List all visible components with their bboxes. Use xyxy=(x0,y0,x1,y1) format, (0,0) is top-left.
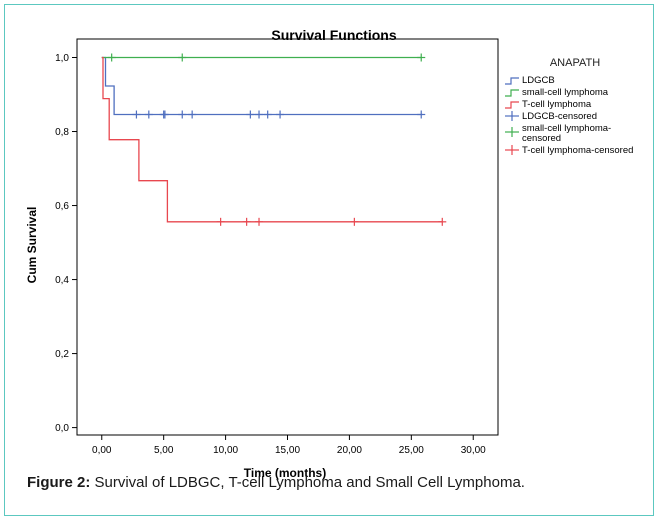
censor-mark xyxy=(144,110,153,119)
censor-mark xyxy=(178,110,187,119)
censor-mark xyxy=(246,110,255,119)
x-axis: 0,00 5,00 10,00 15,00 20,00 25,00 30,00 xyxy=(92,435,486,456)
censor-mark xyxy=(276,110,285,119)
censor-group xyxy=(107,53,447,226)
figure-caption: Figure 2: Survival of LDBGC, T-cell Lymp… xyxy=(27,474,657,491)
plot-area xyxy=(76,38,499,436)
x-tick-label: 0,00 xyxy=(92,445,112,456)
censor-mark xyxy=(255,110,264,119)
caption-label: Figure 2: xyxy=(27,474,91,491)
censor-mark xyxy=(178,53,187,62)
censor-mark xyxy=(216,217,225,226)
censor-mark xyxy=(417,53,426,62)
legend-item: small-cell lymphoma xyxy=(505,87,609,98)
legend-label: T-cell lymphoma xyxy=(522,99,592,110)
caption-text: Survival of LDBGC, T-cell Lymphoma and S… xyxy=(90,474,525,491)
x-tick-label: 30,00 xyxy=(461,445,486,456)
censor-mark xyxy=(132,110,141,119)
legend-label: small-cell lymphoma xyxy=(522,87,609,98)
censor-mark xyxy=(188,110,197,119)
legend-label: LDGCB-censored xyxy=(522,111,597,122)
series-line xyxy=(101,56,443,223)
censor-mark xyxy=(242,217,251,226)
y-tick-label: 0,8 xyxy=(55,127,69,138)
censor-mark xyxy=(438,217,447,226)
legend-label: small-cell lymphoma-censored xyxy=(522,123,611,144)
legend-line-swatch xyxy=(505,101,519,109)
x-tick-label: 10,00 xyxy=(213,445,238,456)
x-tick-label: 5,00 xyxy=(154,445,174,456)
x-tick-label: 15,00 xyxy=(275,445,300,456)
legend-item: LDGCB-censored xyxy=(505,111,597,122)
y-tick-label: 0,2 xyxy=(55,349,69,360)
legend-label: LDGCB xyxy=(522,75,555,86)
y-tick-label: 0,0 xyxy=(55,423,69,434)
legend-line-swatch xyxy=(505,89,519,97)
x-axis-label: Time (months) xyxy=(244,466,326,480)
chart-title: Survival Functions xyxy=(271,27,396,43)
legend-line-swatch xyxy=(505,77,519,85)
x-tick-label: 25,00 xyxy=(399,445,424,456)
legend-item: LDGCB xyxy=(505,75,555,86)
y-tick-label: 0,4 xyxy=(55,275,69,286)
legend-item: T-cell lymphoma xyxy=(505,99,592,110)
y-axis: 0,0 0,2 0,4 0,6 0,8 1,0 xyxy=(55,53,77,434)
legend-label: T-cell lymphoma-censored xyxy=(522,145,633,156)
y-tick-label: 0,6 xyxy=(55,201,69,212)
legend-item: small-cell lymphoma-censored xyxy=(505,123,611,144)
censor-mark xyxy=(160,110,169,119)
y-tick-label: 1,0 xyxy=(55,53,69,64)
y-axis-label: Cum Survival xyxy=(25,207,39,284)
censor-mark xyxy=(350,217,359,226)
censor-mark xyxy=(417,110,426,119)
x-tick-label: 20,00 xyxy=(337,445,362,456)
censor-mark xyxy=(263,110,272,119)
censor-mark xyxy=(107,53,116,62)
legend-item: T-cell lymphoma-censored xyxy=(505,145,633,156)
legend-title: ANAPATH xyxy=(550,57,600,69)
censor-mark xyxy=(255,217,264,226)
